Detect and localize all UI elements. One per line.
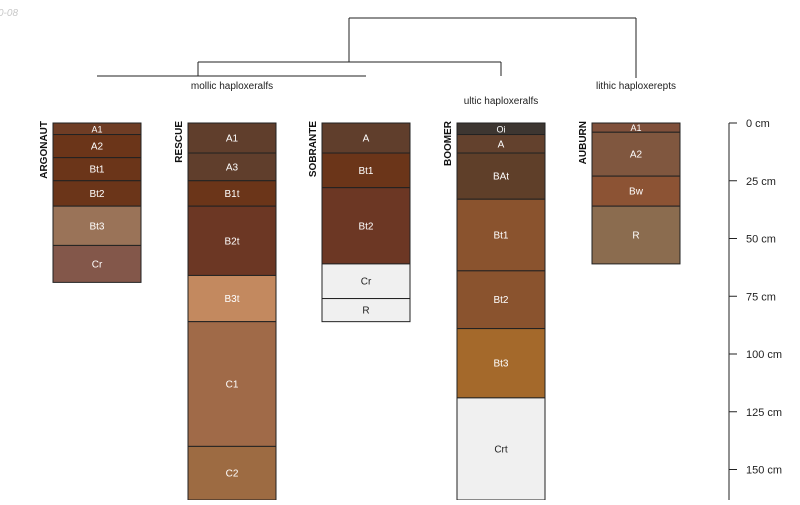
horizon-label: Oi xyxy=(497,124,506,134)
horizon-label: A1 xyxy=(630,123,641,133)
horizon-label: Bt1 xyxy=(358,166,373,177)
horizon-label: A xyxy=(498,139,505,150)
horizon-label: Bt2 xyxy=(89,189,104,200)
horizon-block xyxy=(456,328,546,399)
horizon-label: A3 xyxy=(226,162,239,173)
horizon-label: A1 xyxy=(226,134,239,145)
horizon-label: Bt2 xyxy=(493,295,508,306)
horizon-block xyxy=(591,175,681,207)
horizon-block xyxy=(591,205,681,265)
depth-tick-label: 75 cm xyxy=(746,291,776,303)
horizon-block xyxy=(321,152,411,189)
horizon-label: R xyxy=(632,231,639,242)
horizon-label: Bt1 xyxy=(493,231,508,242)
group-label: mollic haploxeralfs xyxy=(191,81,273,92)
date-stamp: 0-08 xyxy=(0,8,19,19)
horizon-label: A2 xyxy=(91,142,104,153)
horizon-label: B3t xyxy=(224,294,239,305)
horizon-label: Bw xyxy=(629,187,644,198)
depth-tick-label: 50 cm xyxy=(746,234,776,246)
horizon-label: Cr xyxy=(92,259,103,270)
profile-name: BOOMER xyxy=(443,120,454,166)
horizon-label: R xyxy=(362,306,369,317)
profile-name: RESCUE xyxy=(174,121,185,163)
horizon-block xyxy=(321,263,411,300)
depth-tick-label: 125 cm xyxy=(746,407,782,419)
horizon-block xyxy=(321,122,411,154)
horizon-block xyxy=(456,397,546,501)
horizon-block xyxy=(456,152,546,200)
horizon-label: Cr xyxy=(361,277,372,288)
horizon-label: C2 xyxy=(226,469,239,480)
horizon-label: C1 xyxy=(226,380,239,391)
horizon-label: A xyxy=(363,134,370,145)
horizon-block xyxy=(321,298,411,323)
horizon-label: Bt3 xyxy=(89,221,104,232)
horizon-label: Bt1 xyxy=(89,165,104,176)
horizon-block xyxy=(187,445,277,501)
horizon-block xyxy=(187,122,277,154)
horizon-label: Bt3 xyxy=(493,359,508,370)
horizon-block xyxy=(187,152,277,182)
profile-name: ARGONAUT xyxy=(39,121,50,179)
horizon-block xyxy=(52,180,142,207)
horizon-block xyxy=(187,321,277,447)
horizon-label: A1 xyxy=(91,124,102,134)
horizon-block xyxy=(321,187,411,265)
horizon-label: B1t xyxy=(224,189,239,200)
horizon-label: Bt2 xyxy=(358,221,373,232)
depth-tick-label: 150 cm xyxy=(746,465,782,477)
horizon-block xyxy=(187,274,277,323)
horizon-label: A2 xyxy=(630,150,643,161)
horizon-block xyxy=(456,198,546,272)
horizon-block xyxy=(52,205,142,246)
group-label: lithic haploxerepts xyxy=(596,81,676,92)
profile-name: AUBURN xyxy=(578,121,589,164)
horizon-block xyxy=(52,244,142,283)
horizon-label: B2t xyxy=(224,236,239,247)
horizon-block xyxy=(456,270,546,330)
horizon-label: BAt xyxy=(493,172,509,183)
horizon-label: Crt xyxy=(494,444,508,455)
group-label: ultic haploxeralfs xyxy=(464,96,538,107)
depth-tick-label: 25 cm xyxy=(746,176,776,188)
profile-name: SOBRANTE xyxy=(308,121,319,177)
horizon-block xyxy=(187,180,277,207)
horizon-block xyxy=(591,131,681,177)
depth-tick-label: 0 cm xyxy=(746,118,770,130)
depth-tick-label: 100 cm xyxy=(746,349,782,361)
